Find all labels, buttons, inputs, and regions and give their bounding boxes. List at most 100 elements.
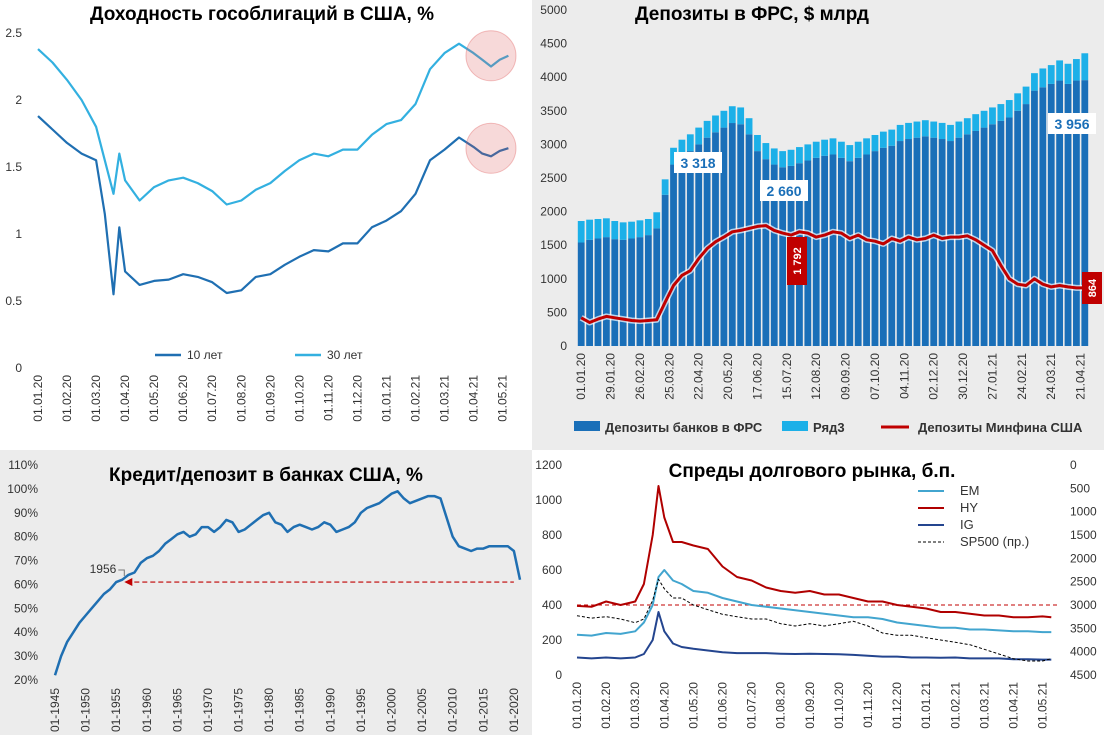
loan-deposit-line: [53, 490, 522, 676]
legend-label: 10 лет: [187, 348, 223, 362]
x-tick-label: 01-2010: [446, 688, 460, 732]
bar-series3: [1039, 68, 1047, 88]
bar-bank-deposits: [854, 157, 862, 346]
bar-bank-deposits: [762, 159, 770, 346]
x-tick-label: 01.05.21: [496, 375, 510, 422]
y-tick-label: 20%: [14, 673, 38, 687]
x-tick-label: 01.03.20: [89, 375, 103, 422]
bar-series3: [1005, 100, 1013, 118]
fed-deposits-svg: Депозиты в ФРС, $ млрд 0 500 1000 1500 2000 2…: [540, 3, 1102, 435]
x-tick-label: 01.06.20: [715, 682, 729, 729]
x-tick-label: 01.10.20: [832, 682, 846, 729]
credit-spreads-svg: Спреды долгового рынка, б.п. 0 200 400 600 8…: [535, 458, 1097, 729]
em-line: [576, 569, 1052, 637]
bar-series3: [955, 121, 963, 138]
x-tick-label: 01.08.20: [774, 682, 788, 729]
data-label-box: [787, 237, 807, 285]
x-tick-label: 01.03.21: [438, 375, 452, 422]
bar-series3: [678, 139, 686, 157]
x-tick-label: 01.01.21: [379, 375, 393, 422]
y-tick-label: 80%: [14, 530, 38, 544]
bar-bank-deposits: [955, 137, 963, 346]
data-label: 2 660: [766, 183, 801, 199]
bar-bank-deposits: [628, 238, 635, 346]
bar-series3: [930, 121, 938, 138]
legend-label: Ряд3: [813, 420, 845, 435]
x-tick-label: 01.07.20: [205, 375, 219, 422]
x-tick-label: 01-1950: [79, 688, 93, 732]
x-tick-label: 01.06.20: [176, 375, 190, 422]
bar-series3: [947, 124, 954, 142]
bar-bank-deposits: [1073, 80, 1080, 346]
x-tick-label: 12.08.20: [809, 353, 823, 400]
bar-series3: [1022, 86, 1030, 105]
bar-bank-deposits: [871, 151, 879, 346]
bar-bank-deposits: [930, 137, 938, 346]
y-tick-label: 30%: [14, 649, 38, 663]
x-tick-label: 01-1960: [140, 688, 154, 732]
data-label-box: [1082, 272, 1102, 304]
y-tick-label-right: 2500: [1070, 575, 1097, 589]
y-tick-label: 2500: [540, 171, 567, 185]
plot-area: 0 500 1000 1500 2000 2500 3000 3500 4000 4500 5000…: [540, 3, 1102, 435]
x-tick-label: 09.09.20: [839, 353, 853, 400]
y-tick-label: 200: [542, 633, 562, 647]
bar-series3: [980, 110, 988, 128]
treasury-yields-svg: Доходность гособлигаций в США, % 0 0.5 1 1.…: [5, 4, 517, 422]
bar-series3: [846, 145, 854, 162]
bar-series3: [770, 148, 778, 165]
x-tick-label: 07.10.20: [868, 353, 882, 400]
x-tick-label: 01-1965: [170, 688, 184, 732]
x-tick-label: 01.01.20: [31, 375, 45, 422]
loan-deposit-chart: Кредит/депозит в банках США, % 20% 30% 40%…: [0, 450, 532, 735]
x-tick-label: 01.01.20: [570, 682, 584, 729]
bar-series3: [829, 138, 837, 155]
x-tick-label: 01.07.20: [745, 682, 759, 729]
bar-series3: [921, 120, 929, 137]
bar-bank-deposits: [1056, 80, 1064, 346]
bar-bank-deposits: [678, 156, 686, 346]
data-label-box: [760, 180, 808, 201]
plot-area: 0 200 400 600 800 1000 1200 0 500 1000 1500 2000 250…: [535, 458, 1097, 729]
y-tick-label-right: 4500: [1070, 668, 1097, 682]
bar-bank-deposits: [577, 242, 585, 346]
bar-bank-deposits: [1064, 83, 1072, 347]
bar-series3: [972, 114, 980, 131]
bar-series3: [854, 141, 862, 158]
treasury-yields-chart: Доходность гособлигаций в США, % 0 0.5 1 1.…: [0, 0, 532, 450]
y-tick-label: 4000: [540, 70, 567, 84]
x-tick-label: 25.03.20: [662, 353, 676, 400]
bar-bank-deposits: [1031, 90, 1038, 346]
bar-bank-deposits: [1014, 110, 1022, 346]
x-tick-label: 29.01.20: [604, 353, 618, 400]
x-tick-label: 01-2005: [415, 688, 429, 732]
x-tick-label: 01-1970: [201, 688, 215, 732]
data-label: 3 956: [1054, 116, 1089, 132]
y-tick-label-right: 3000: [1070, 598, 1097, 612]
x-tick-label: 01-2020: [507, 688, 521, 732]
legend-label: SP500 (пр.): [960, 534, 1029, 549]
y-tick-label: 1.5: [5, 160, 22, 174]
bar-bank-deposits: [829, 154, 837, 346]
x-tick-label: 26.02.20: [633, 353, 647, 400]
bar-series3: [879, 131, 887, 148]
bar-series3: [804, 144, 812, 161]
bar-series3: [1031, 73, 1038, 91]
x-tick-label: 01.04.21: [467, 375, 481, 422]
bar-bank-deposits: [770, 164, 778, 346]
treasury-line: [580, 224, 1085, 324]
x-tick-label: 01.12.20: [350, 375, 364, 422]
bar-bank-deposits: [837, 157, 845, 346]
bar-bank-deposits: [644, 235, 652, 346]
bar-series3: [871, 134, 879, 152]
x-tick-label: 01.12.20: [890, 682, 904, 729]
x-tick-label: 01.09.20: [803, 682, 817, 729]
bar-series3: [1014, 93, 1022, 111]
legend-label: EM: [960, 483, 980, 498]
bar-series3: [837, 141, 845, 158]
x-tick-label: 01.05.21: [1036, 682, 1050, 729]
bar-bank-deposits: [737, 124, 745, 347]
x-tick-label: 01.10.20: [292, 375, 306, 422]
bar-bank-deposits: [812, 157, 820, 346]
data-label-box: [674, 152, 722, 173]
